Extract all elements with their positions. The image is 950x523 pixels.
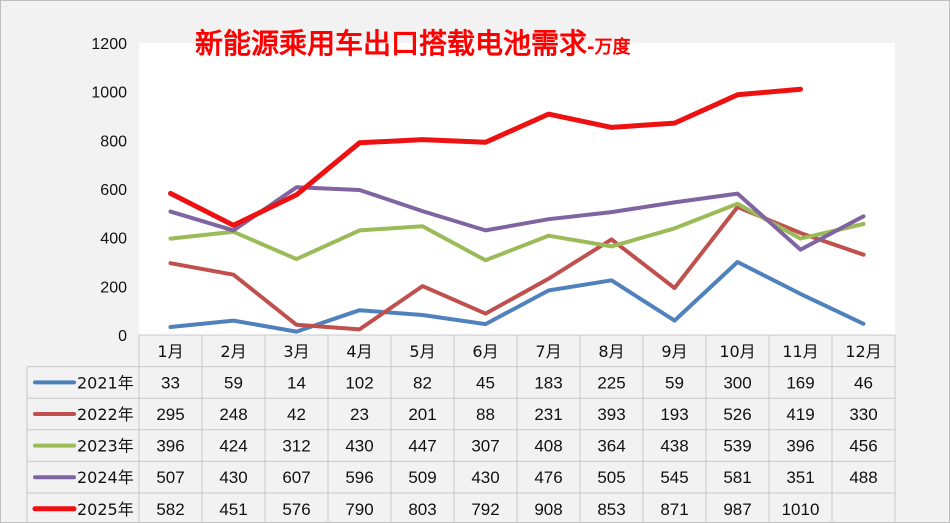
table-cell-value: 59 xyxy=(224,373,243,392)
table-cell-value: 183 xyxy=(534,373,562,392)
table-cell-value: 193 xyxy=(660,405,688,424)
x-category-label: 11月 xyxy=(782,342,818,361)
table-cell-value: 438 xyxy=(660,437,688,456)
y-tick-label: 400 xyxy=(100,231,127,248)
table-cell-value: 509 xyxy=(408,468,436,487)
table-cell-value: 596 xyxy=(345,468,373,487)
table-cell-value: 447 xyxy=(408,437,436,456)
x-category-label: 5月 xyxy=(409,342,435,361)
table-cell-value: 225 xyxy=(597,373,625,392)
table-cell-value: 871 xyxy=(660,500,688,519)
legend-label: 2025年 xyxy=(77,500,134,519)
x-category-label: 2月 xyxy=(220,342,246,361)
table-cell-value: 300 xyxy=(723,373,751,392)
table-cell-value: 539 xyxy=(723,437,751,456)
table-cell-value: 295 xyxy=(156,405,184,424)
table-cell-value: 545 xyxy=(660,468,688,487)
table-cell-value: 507 xyxy=(156,468,184,487)
x-category-label: 9月 xyxy=(661,342,687,361)
x-category-label: 12月 xyxy=(845,342,881,361)
table-cell-value: 231 xyxy=(534,405,562,424)
y-tick-label: 600 xyxy=(100,182,127,199)
table-cell-value: 803 xyxy=(408,500,436,519)
table-cell-value: 488 xyxy=(849,468,877,487)
data-table: 1月 2月 3月 4月 5月 6月 7月 8月 9月 10月 11月 12月 2021年 33 59 14 10… xyxy=(32,342,882,519)
chart-title: 新能源乘用车出口搭载电池需求-万度 xyxy=(195,22,631,62)
table-cell-value: 88 xyxy=(476,405,495,424)
series-line-2023年 xyxy=(168,201,866,263)
series-line-2025年 xyxy=(168,86,803,228)
y-tick-label: 1000 xyxy=(91,85,127,102)
y-tick-label: 1200 xyxy=(91,36,127,53)
x-category-label: 3月 xyxy=(283,342,309,361)
table-cell-value: 505 xyxy=(597,468,625,487)
table-cell-value: 853 xyxy=(597,500,625,519)
y-axis: 0 200 400 600 800 1000 1200 xyxy=(91,36,127,345)
x-category-label: 1月 xyxy=(157,342,183,361)
table-cell-value: 582 xyxy=(156,500,184,519)
table-cell-value: 1010 xyxy=(782,500,820,519)
table-cell-value: 351 xyxy=(786,468,814,487)
x-category-label: 8月 xyxy=(598,342,624,361)
table-cell-value: 987 xyxy=(723,500,751,519)
table-cell-value: 201 xyxy=(408,405,436,424)
table-cell-value: 792 xyxy=(471,500,499,519)
table-cell-value: 424 xyxy=(219,437,247,456)
x-category-label: 4月 xyxy=(346,342,372,361)
y-tick-label: 200 xyxy=(100,279,127,296)
table-cell-value: 330 xyxy=(849,405,877,424)
table-cell-value: 169 xyxy=(786,373,814,392)
table-cell-value: 396 xyxy=(786,437,814,456)
table-cell-value: 908 xyxy=(534,500,562,519)
y-tick-label: 0 xyxy=(118,328,127,345)
x-category-label: 6月 xyxy=(472,342,498,361)
table-cell-value: 248 xyxy=(219,405,247,424)
legend-label: 2021年 xyxy=(77,373,134,392)
table-cell-value: 581 xyxy=(723,468,751,487)
table-cell-value: 419 xyxy=(786,405,814,424)
table-cell-value: 476 xyxy=(534,468,562,487)
table-cell-value: 307 xyxy=(471,437,499,456)
data-table-grid xyxy=(26,334,896,523)
y-tick-label: 800 xyxy=(100,133,127,150)
table-cell-value: 430 xyxy=(345,437,373,456)
table-cell-value: 456 xyxy=(849,437,877,456)
table-cell-value: 45 xyxy=(476,373,495,392)
table-cell-value: 430 xyxy=(219,468,247,487)
series-lines xyxy=(168,86,866,334)
x-category-label: 10月 xyxy=(719,342,755,361)
series-line-2024年 xyxy=(168,185,866,252)
series-line-2021年 xyxy=(168,260,866,334)
chart-title-main: 新能源乘用车出口搭载电池需求 xyxy=(195,27,588,60)
table-cell-value: 102 xyxy=(345,373,373,392)
table-cell-value: 23 xyxy=(350,405,369,424)
table-cell-value: 14 xyxy=(287,373,306,392)
table-cell-value: 364 xyxy=(597,437,625,456)
table-cell-value: 59 xyxy=(665,373,684,392)
table-cell-value: 46 xyxy=(854,373,873,392)
legend-label: 2022年 xyxy=(77,405,134,424)
legend-label: 2024年 xyxy=(77,468,134,487)
table-cell-value: 396 xyxy=(156,437,184,456)
legend-label: 2023年 xyxy=(77,437,134,456)
table-cell-value: 33 xyxy=(161,373,180,392)
chart-title-unit: -万度 xyxy=(587,37,631,58)
table-cell-value: 408 xyxy=(534,437,562,456)
table-cell-value: 430 xyxy=(471,468,499,487)
table-cell-value: 790 xyxy=(345,500,373,519)
table-cell-value: 451 xyxy=(219,500,247,519)
table-cell-value: 576 xyxy=(282,500,310,519)
table-cell-value: 42 xyxy=(287,405,306,424)
table-cell-value: 393 xyxy=(597,405,625,424)
table-cell-value: 312 xyxy=(282,437,310,456)
x-category-label: 7月 xyxy=(535,342,561,361)
table-cell-value: 607 xyxy=(282,468,310,487)
table-cell-value: 82 xyxy=(413,373,432,392)
table-cell-value: 526 xyxy=(723,405,751,424)
